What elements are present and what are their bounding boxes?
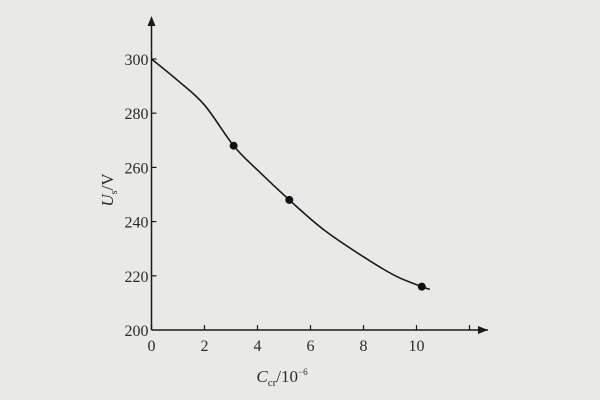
x-tick-label: 4 — [254, 338, 262, 355]
y-tick-label: 300 — [125, 52, 149, 69]
ticks: 0 2 4 6 8 10 200 220 240 260 280 300 — [125, 52, 471, 355]
y-tick-label: 220 — [125, 269, 149, 286]
y-tick-label: 260 — [125, 160, 149, 177]
x-axis-arrow — [478, 326, 488, 334]
y-tick-label: 200 — [125, 323, 149, 340]
x-tick-label: 6 — [307, 338, 315, 355]
y-tick-label: 240 — [125, 215, 149, 232]
y-axis-arrow — [147, 16, 156, 26]
data-point — [285, 195, 294, 204]
data-points — [229, 141, 426, 291]
x-axis-label: Ccr/10−6 — [256, 367, 308, 389]
data-point — [229, 141, 238, 150]
axes — [147, 16, 488, 334]
y-tick-label: 280 — [125, 106, 149, 123]
x-tick-label: 0 — [148, 338, 156, 355]
y-axis-label: Us/V — [98, 173, 120, 207]
x-tick-label: 2 — [201, 338, 209, 355]
data-point — [417, 282, 426, 291]
x-tick-label: 8 — [360, 338, 368, 355]
x-tick-label: 10 — [409, 338, 425, 355]
series-curve — [150, 58, 431, 291]
